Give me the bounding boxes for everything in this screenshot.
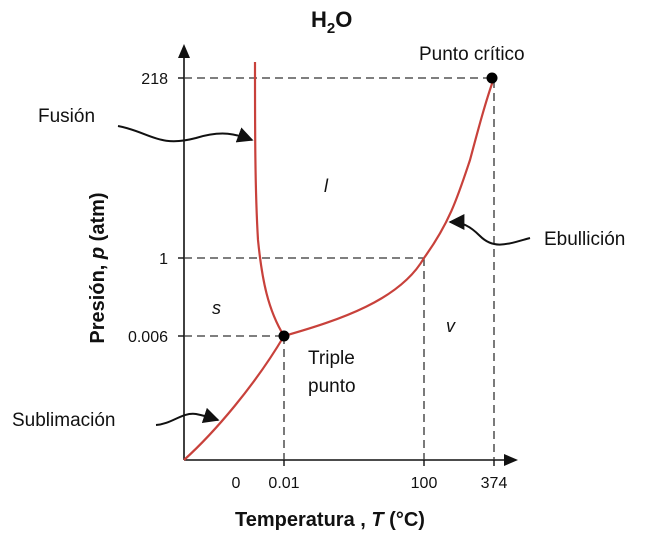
x-axis-title: Temperatura , T (°C) (235, 509, 425, 531)
y-tick-label-218: 218 (141, 71, 168, 88)
phase-label-vapor: v (446, 316, 456, 336)
phase-label-liquid: l (324, 176, 329, 196)
triple-point-label-line2: punto (308, 376, 356, 397)
fusion-curve (253, 61, 285, 337)
fusion-label: Fusión (38, 106, 95, 127)
triple-point-marker (278, 330, 290, 342)
x-tick-label-100: 100 (411, 475, 438, 492)
phase-label-solid: s (212, 298, 221, 318)
triple-point-label-line1: Triple (308, 348, 355, 369)
y-axis-arrow-icon (178, 44, 190, 58)
critical-point-label: Punto crítico (419, 44, 525, 65)
y-tick-label-0006: 0.006 (128, 329, 168, 346)
x-tick-label-374: 374 (481, 475, 508, 492)
sublimation-label: Sublimación (12, 410, 116, 431)
x-tick-label-0: 0 (232, 475, 241, 492)
fusion-arrow-icon (117, 125, 254, 143)
sublimation-curve (183, 335, 285, 461)
y-tick-label-1: 1 (159, 251, 168, 268)
x-axis-arrow-icon (504, 454, 518, 466)
vaporization-curve (283, 77, 496, 338)
boiling-arrow-icon (448, 214, 531, 246)
y-axis-title: Presión, p (atm) (87, 192, 109, 343)
sublimation-arrow-icon (155, 407, 220, 426)
boiling-label: Ebullición (544, 229, 625, 250)
guide-lines (184, 77, 495, 460)
critical-point-marker (486, 72, 498, 84)
diagram-title: H2O (311, 7, 352, 37)
x-tick-label-001: 0.01 (268, 475, 299, 492)
